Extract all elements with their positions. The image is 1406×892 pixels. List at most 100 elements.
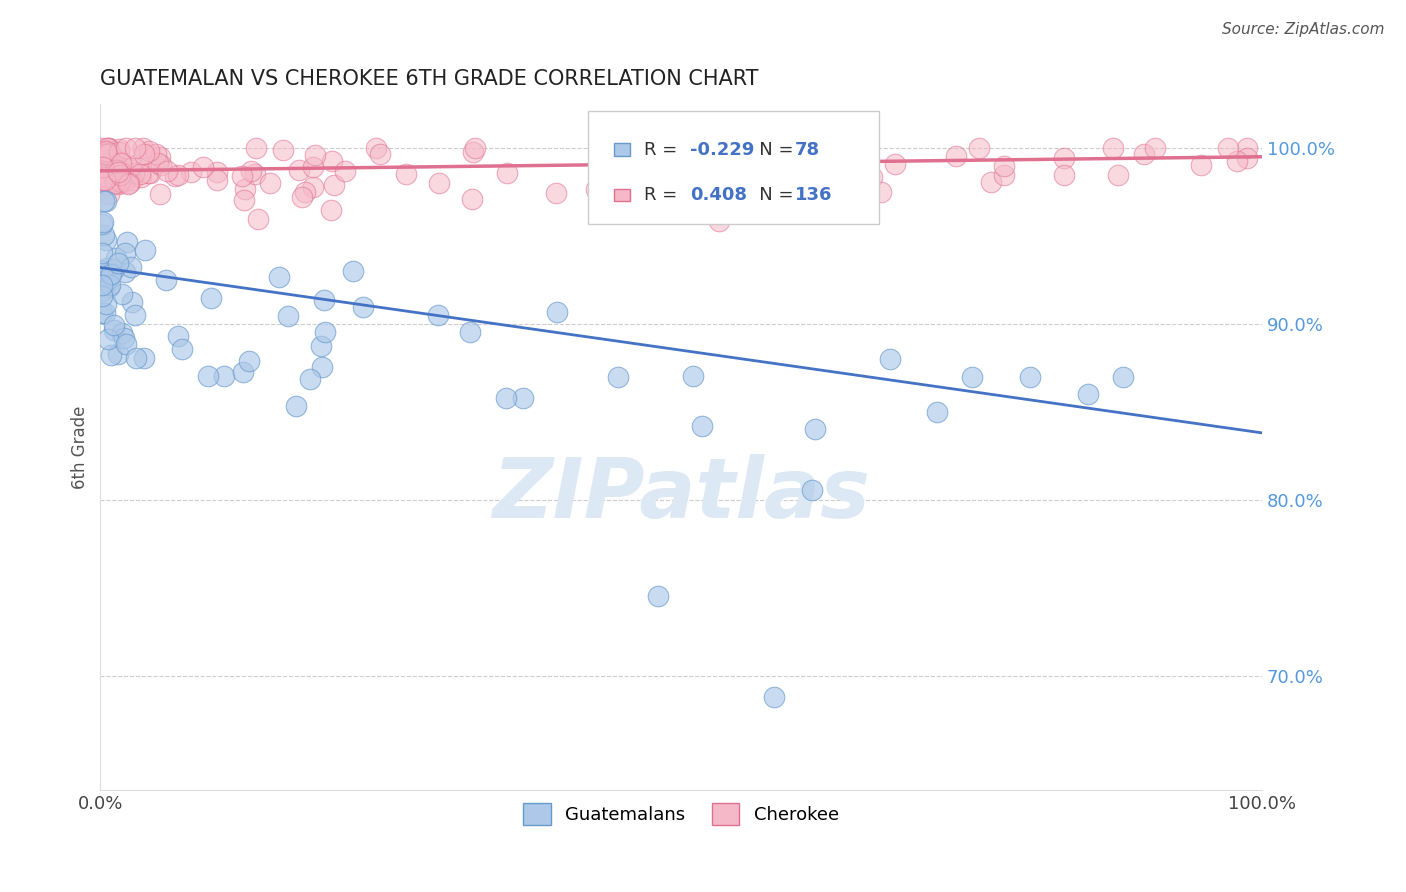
Point [1216,141,1239,155]
Point [309,338,332,352]
Point [1143,141,1166,155]
Point [134,146,156,161]
Point [101,172,124,186]
Point [90,246,112,260]
Point [104,176,127,190]
Point [97,141,120,155]
Point [659,141,682,155]
Point [117,235,139,250]
Text: Source: ZipAtlas.com: Source: ZipAtlas.com [1222,22,1385,37]
Text: N =: N = [741,186,799,204]
Point [801,483,824,498]
Point [104,162,127,177]
Point [93,227,115,242]
Point [763,690,786,704]
Point [91,305,114,319]
Point [720,141,742,155]
Point [110,165,132,179]
Point [103,170,125,185]
Point [238,354,260,368]
Bar [614,144,630,156]
Point [259,176,281,190]
Point [105,163,128,178]
Point [131,141,153,155]
Point [96,141,118,155]
Point [94,153,117,167]
Point [91,215,114,229]
Point [960,369,983,384]
Point [512,391,534,405]
Point [94,173,117,187]
FancyBboxPatch shape [588,111,879,224]
Point [104,152,127,166]
Point [90,159,112,173]
Point [725,141,748,155]
Point [333,164,356,178]
Point [93,147,115,161]
Point [115,337,138,351]
Point [120,260,142,274]
Point [314,325,336,339]
Point [155,273,177,287]
Point [100,166,122,180]
Point [138,166,160,180]
Point [108,163,131,178]
Point [647,590,669,604]
Point [101,152,124,166]
Point [98,280,121,294]
Point [111,173,134,187]
Point [107,178,129,192]
Point [607,370,630,384]
Point [205,164,228,178]
Point [323,178,346,193]
Point [107,256,129,270]
Point [167,328,190,343]
Point [818,141,841,155]
Point [96,297,118,311]
Point [97,141,120,155]
Point [302,180,325,194]
Point [815,141,838,155]
Point [785,162,807,177]
Point [427,176,450,190]
Point [366,141,388,155]
Point [91,173,114,187]
Point [269,270,291,285]
Text: N =: N = [741,141,799,159]
Point [721,189,744,203]
Point [98,186,121,201]
Point [112,331,135,345]
Point [285,400,308,414]
Point [1226,153,1249,168]
Point [156,164,179,178]
Point [131,170,153,185]
Point [496,166,519,180]
Point [312,293,335,308]
Point [100,161,122,175]
Point [124,308,146,322]
Point [851,151,873,165]
Point [108,145,131,160]
Point [94,144,117,158]
Point [165,169,187,183]
Point [104,252,127,266]
Point [107,165,129,179]
Point [707,213,730,227]
Point [100,267,122,281]
Point [114,246,136,260]
Point [247,211,270,226]
Point [463,145,485,159]
Point [107,346,129,360]
Point [352,300,374,314]
Point [100,348,122,362]
Point [110,175,132,189]
Point [90,154,112,169]
Bar [614,189,630,202]
Point [291,190,314,204]
Point [90,173,112,187]
Y-axis label: 6th Grade: 6th Grade [72,405,89,489]
Point [93,194,115,208]
Point [460,325,482,339]
Point [139,166,162,180]
Point [98,151,121,165]
